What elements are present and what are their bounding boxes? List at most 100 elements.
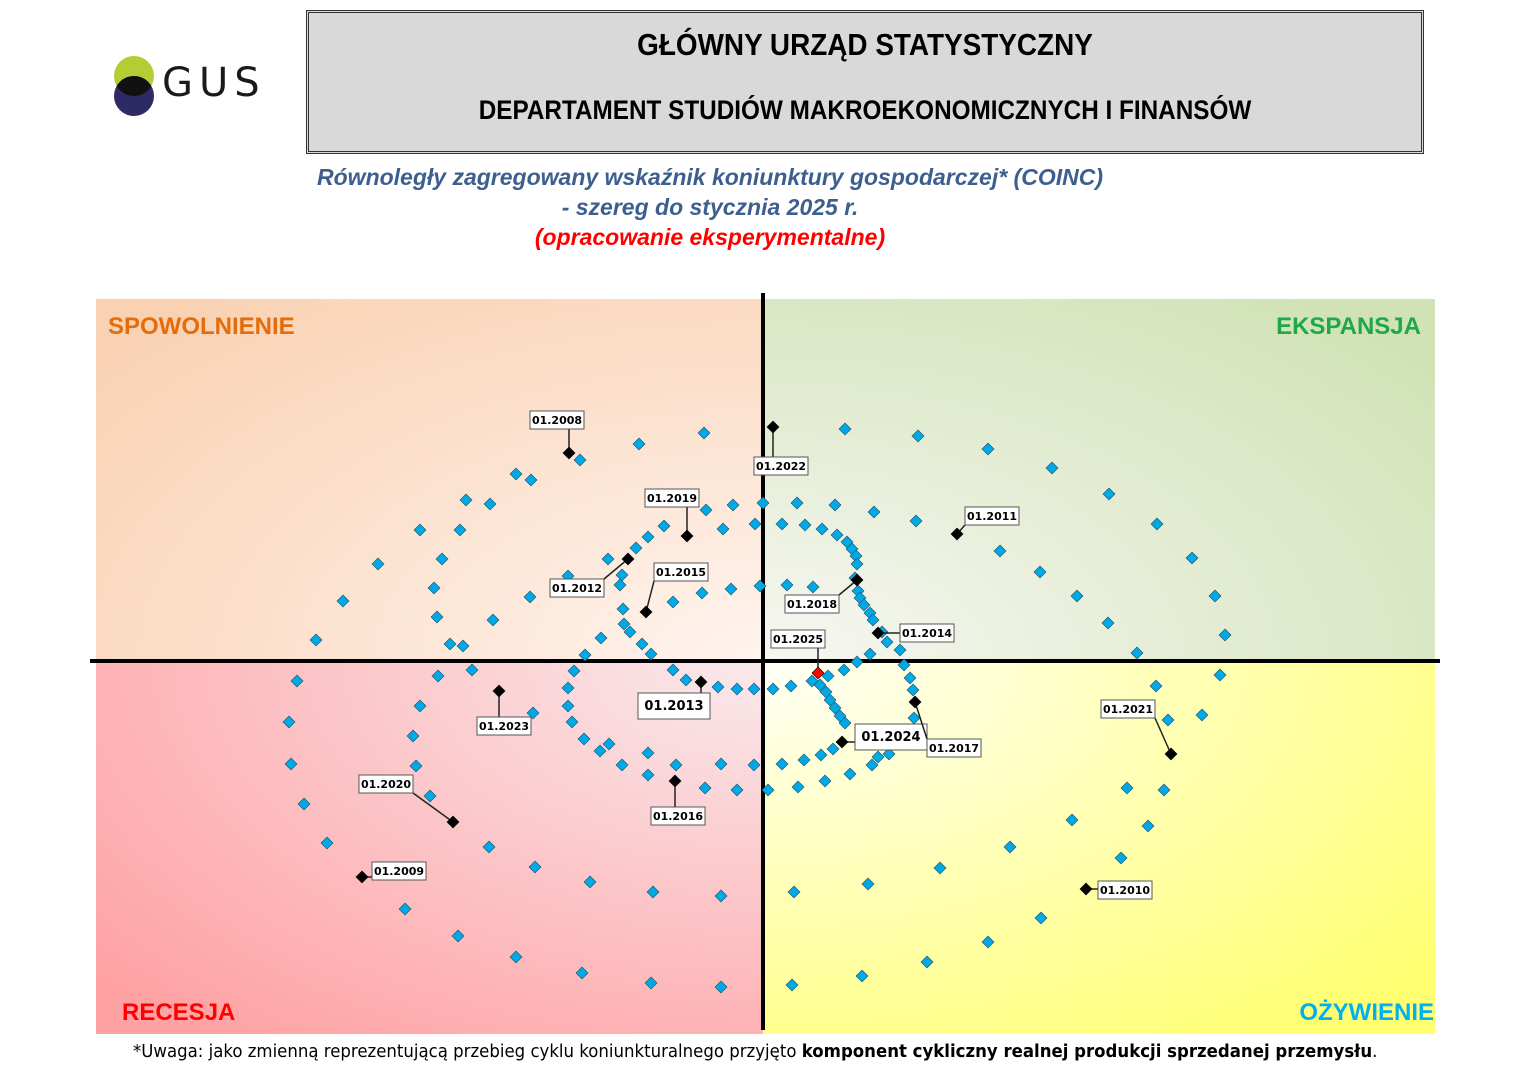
label-leader-line bbox=[412, 792, 454, 823]
data-point bbox=[635, 637, 649, 651]
data-point bbox=[867, 505, 881, 519]
data-point bbox=[981, 935, 995, 949]
data-point bbox=[780, 578, 794, 592]
data-point bbox=[1150, 517, 1164, 531]
label-leader-line bbox=[1154, 717, 1172, 755]
gus-logo: GUS bbox=[96, 40, 271, 130]
point-label: 01.2009 bbox=[374, 865, 424, 878]
data-point bbox=[730, 783, 744, 797]
data-point bbox=[601, 552, 615, 566]
data-point bbox=[837, 663, 851, 677]
footnote-text: *Uwaga: jako zmienną reprezentującą prze… bbox=[133, 1041, 802, 1062]
data-point bbox=[791, 780, 805, 794]
data-point bbox=[903, 671, 917, 685]
point-label: 01.2023 bbox=[479, 720, 529, 733]
data-point bbox=[1045, 461, 1059, 475]
data-point bbox=[1033, 565, 1047, 579]
data-point bbox=[882, 747, 896, 761]
data-point bbox=[593, 744, 607, 758]
data-point bbox=[284, 757, 298, 771]
data-point bbox=[290, 674, 304, 688]
data-point bbox=[583, 875, 597, 889]
data-point bbox=[406, 729, 420, 743]
data-point bbox=[838, 422, 852, 436]
data-point bbox=[565, 715, 579, 729]
data-point bbox=[409, 759, 423, 773]
data-point bbox=[714, 980, 728, 994]
data-point bbox=[459, 493, 473, 507]
highlighted-data-point bbox=[1164, 747, 1178, 761]
data-point bbox=[981, 442, 995, 456]
highlighted-data-point bbox=[668, 774, 682, 788]
data-point bbox=[427, 581, 441, 595]
quadrant-recovery bbox=[763, 661, 1435, 1034]
point-label: 01.2019 bbox=[647, 492, 697, 505]
data-point bbox=[1208, 589, 1222, 603]
data-point bbox=[1034, 911, 1048, 925]
point-label-box bbox=[770, 629, 826, 649]
data-point bbox=[855, 969, 869, 983]
data-point bbox=[784, 679, 798, 693]
gus-logo-mark bbox=[114, 56, 154, 116]
data-point bbox=[787, 885, 801, 899]
data-point bbox=[509, 467, 523, 481]
point-label: 01.2021 bbox=[1103, 703, 1153, 716]
data-point bbox=[1141, 819, 1155, 833]
quadrant-label-recession: RECESJA bbox=[122, 999, 235, 1026]
data-point bbox=[911, 429, 925, 443]
data-point bbox=[486, 613, 500, 627]
data-point bbox=[880, 635, 894, 649]
data-point bbox=[1101, 616, 1115, 630]
quadrant-label-expansion: EKSPANSJA bbox=[1276, 313, 1421, 340]
point-label: 01.2024 bbox=[861, 730, 920, 745]
footnote-end: . bbox=[1372, 1041, 1378, 1062]
data-point bbox=[775, 757, 789, 771]
data-point bbox=[1195, 708, 1209, 722]
data-point bbox=[871, 750, 885, 764]
data-point bbox=[297, 797, 311, 811]
point-label-box bbox=[1100, 699, 1156, 719]
footnote-bold: komponent cykliczny realnej produkcji sp… bbox=[801, 1041, 1373, 1062]
point-label: 01.2012 bbox=[552, 582, 602, 595]
data-point bbox=[669, 758, 683, 772]
data-point bbox=[465, 663, 479, 677]
data-point bbox=[798, 518, 812, 532]
data-point bbox=[724, 582, 738, 596]
data-point bbox=[806, 580, 820, 594]
quadrant-label-slowdown: SPOWOLNIENIE bbox=[108, 313, 295, 340]
data-point bbox=[679, 673, 693, 687]
data-point bbox=[756, 496, 770, 510]
point-label-box bbox=[358, 774, 414, 794]
data-point bbox=[398, 902, 412, 916]
data-point bbox=[730, 682, 744, 696]
data-point bbox=[699, 503, 713, 517]
point-label: 01.2010 bbox=[1100, 884, 1150, 897]
data-point bbox=[714, 757, 728, 771]
data-point bbox=[528, 860, 542, 874]
data-point bbox=[567, 664, 581, 678]
data-point bbox=[509, 950, 523, 964]
point-label-box bbox=[644, 488, 700, 508]
data-point bbox=[561, 681, 575, 695]
data-point bbox=[711, 680, 725, 694]
highlighted-data-point bbox=[355, 870, 369, 884]
data-point bbox=[828, 701, 842, 715]
label-leader-line bbox=[914, 701, 928, 740]
data-point bbox=[821, 669, 835, 683]
data-point bbox=[761, 783, 775, 797]
data-point bbox=[453, 523, 467, 537]
data-point bbox=[602, 737, 616, 751]
highlighted-data-point bbox=[446, 815, 460, 829]
data-point bbox=[430, 610, 444, 624]
experimental-note: (opracowanie eksperymentalne) bbox=[534, 224, 886, 250]
point-label: 01.2020 bbox=[361, 778, 411, 791]
point-label-box bbox=[476, 716, 532, 736]
data-point bbox=[657, 519, 671, 533]
data-point bbox=[573, 453, 587, 467]
data-point bbox=[766, 682, 780, 696]
point-label: 01.2008 bbox=[532, 414, 582, 427]
header-department: DEPARTAMENT STUDIÓW MAKROEKONOMICZNYCH I… bbox=[478, 95, 1252, 125]
data-point bbox=[747, 682, 761, 696]
quadrant-slowdown bbox=[96, 299, 763, 661]
data-point bbox=[641, 530, 655, 544]
